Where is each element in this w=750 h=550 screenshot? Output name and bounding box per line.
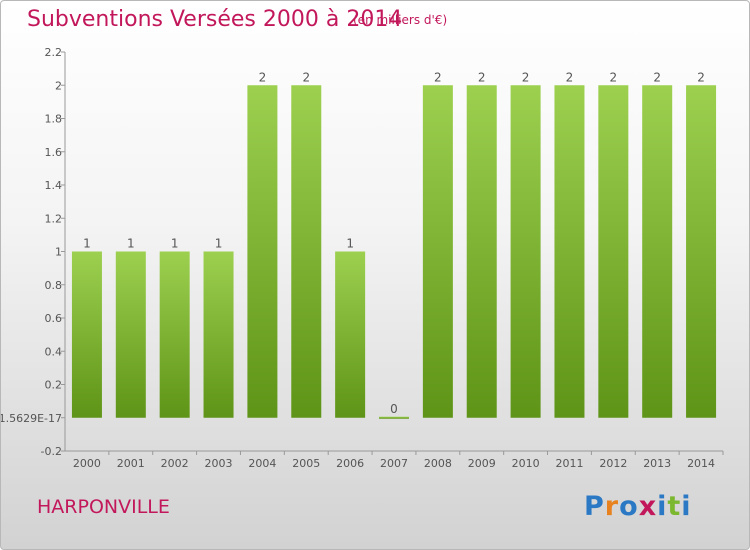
x-tick-label: 2008	[424, 457, 452, 470]
bar	[598, 85, 629, 418]
data-label: 2	[697, 70, 705, 84]
x-tick-label: 2010	[512, 457, 540, 470]
y-tick-label: 2	[55, 79, 62, 92]
chart-unit: (en milliers d'€)	[353, 13, 448, 27]
x-tick-label: 2014	[687, 457, 715, 470]
x-tick-label: 2001	[117, 457, 145, 470]
data-label: 1	[215, 237, 223, 251]
data-label: 2	[478, 70, 486, 84]
logo-letter: P	[584, 491, 605, 522]
chart-bars	[71, 85, 717, 419]
bar	[466, 85, 497, 418]
data-label: 1	[127, 237, 135, 251]
data-label: 1	[346, 237, 354, 251]
y-tick-label: 1.2	[45, 212, 63, 225]
y-tick-label: 2.2	[45, 46, 63, 59]
logo-letter: o	[619, 491, 639, 522]
y-tick-label: 0.2	[45, 379, 63, 392]
data-label: 2	[653, 70, 661, 84]
commune-name: HARPONVILLE	[37, 496, 170, 518]
bar	[422, 85, 453, 418]
y-tick-label: 0.6	[45, 312, 63, 325]
bar	[379, 416, 409, 419]
x-tick-label: 2009	[468, 457, 496, 470]
bar	[335, 251, 366, 418]
logo-letter: t	[667, 491, 682, 522]
y-tick-label: 1.4	[45, 179, 63, 192]
bar	[686, 85, 717, 418]
logo-letter: i	[657, 491, 668, 522]
y-tick-label: 1.8	[45, 113, 63, 126]
bar	[291, 85, 322, 418]
x-tick-label: 2005	[292, 457, 320, 470]
bar	[642, 85, 673, 418]
y-tick-label: 1.6	[45, 146, 63, 159]
chart-data-labels: 1 1 1 1 2 2 1 0 2 2 2 2 2 2 2	[83, 70, 705, 416]
y-tick-label: 0.4	[45, 345, 63, 358]
data-label: 2	[522, 70, 530, 84]
bar	[115, 251, 146, 418]
x-tick-label: 2004	[248, 457, 276, 470]
proxiti-logo: Proxiti	[584, 491, 692, 522]
bar	[159, 251, 190, 418]
y-tick-label: 1	[55, 246, 62, 259]
bar	[510, 85, 541, 418]
bar	[554, 85, 585, 418]
chart-axes: -0.2 -1.5629E-17 0.2 0.4 0.6 0.8 1 1.2 1.4 1.6 1.8…	[1, 46, 724, 470]
data-label: 0	[390, 402, 398, 416]
y-tick-label: -0.2	[41, 445, 62, 458]
data-label: 1	[171, 237, 179, 251]
x-tick-label: 2002	[161, 457, 189, 470]
logo-letter: r	[604, 491, 620, 522]
y-tick-label: 0.8	[45, 279, 63, 292]
x-tick-label: 2000	[73, 457, 101, 470]
x-tick-label: 2013	[643, 457, 671, 470]
bar	[203, 251, 234, 418]
data-label: 2	[566, 70, 574, 84]
bar	[247, 85, 278, 418]
x-tick-label: 2006	[336, 457, 364, 470]
logo-letter: i	[681, 491, 692, 522]
chart-title: Subventions Versées 2000 à 2014	[27, 7, 403, 32]
y-tick-label: -1.5629E-17	[1, 412, 62, 425]
x-tick-label: 2003	[205, 457, 233, 470]
x-tick-label: 2012	[599, 457, 627, 470]
data-label: 2	[434, 70, 442, 84]
data-label: 2	[610, 70, 618, 84]
data-label: 1	[83, 237, 91, 251]
data-label: 2	[259, 70, 267, 84]
logo-letter: x	[638, 491, 658, 522]
x-tick-label: 2011	[555, 457, 583, 470]
data-label: 2	[302, 70, 310, 84]
bar	[71, 251, 102, 418]
x-tick-label: 2007	[380, 457, 408, 470]
